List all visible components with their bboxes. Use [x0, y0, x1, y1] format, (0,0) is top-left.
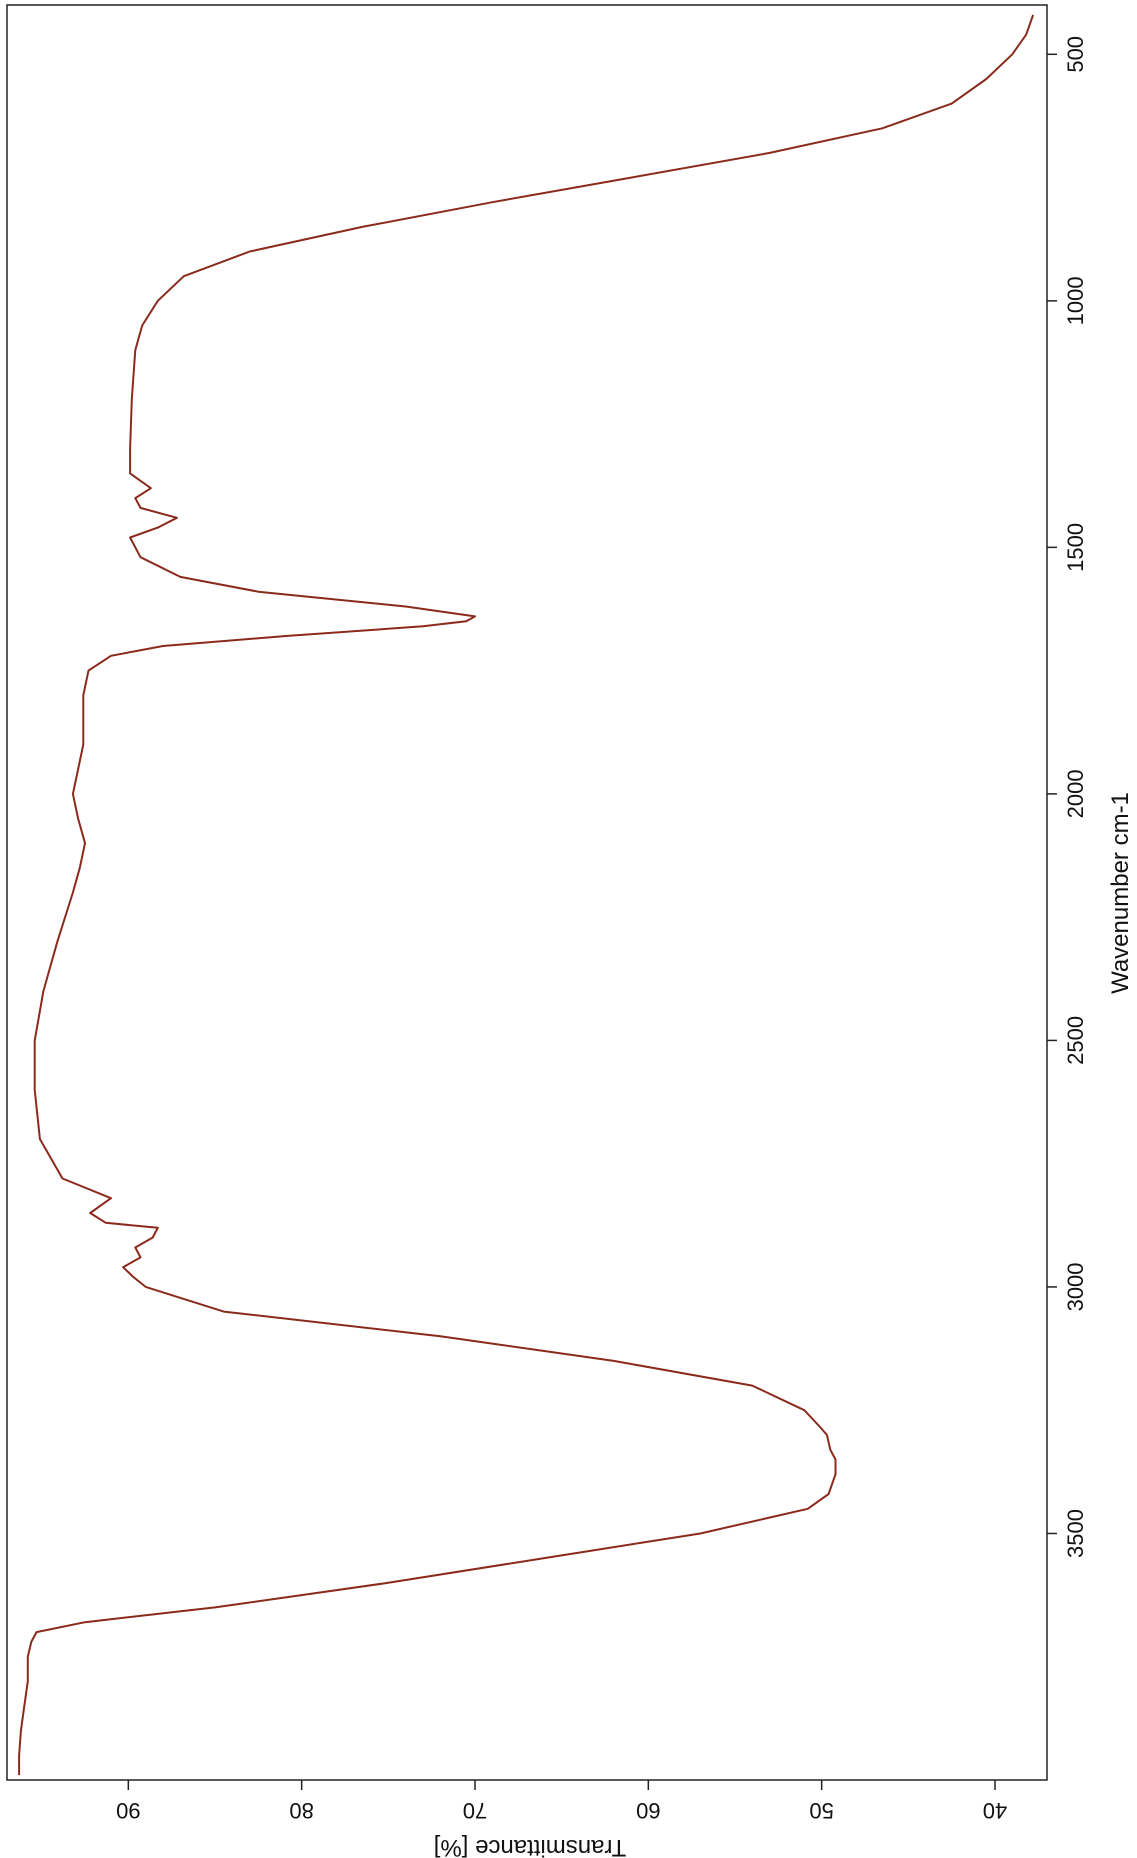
y-tick-label: 40	[983, 1798, 1007, 1823]
transmittance-series-line	[18, 14, 1035, 1776]
x-tick-label: 2000	[1063, 769, 1088, 818]
x-tick-label: 3500	[1063, 1509, 1088, 1558]
y-tick-label: 80	[289, 1798, 313, 1823]
y-axis: 40 50 60 70 80 90	[116, 1780, 1007, 1823]
y-tick-label: 70	[463, 1798, 487, 1823]
x-tick-label: 1500	[1063, 523, 1088, 572]
y-tick-label: 90	[116, 1798, 140, 1823]
x-axis: 500 1000 1500 2000 2500 3000 3500	[1047, 36, 1088, 1558]
x-tick-label: 500	[1063, 36, 1088, 73]
plot-frame	[6, 4, 1048, 1781]
y-tick-label: 50	[809, 1798, 833, 1823]
x-tick-label: 3000	[1063, 1262, 1088, 1311]
x-tick-label: 2500	[1063, 1016, 1088, 1065]
y-axis-label: Transmittance [%]	[434, 1834, 627, 1858]
x-axis-label: Wavenumber cm-1	[1107, 792, 1134, 994]
y-tick-label: 60	[636, 1798, 660, 1823]
x-tick-label: 1000	[1063, 276, 1088, 325]
